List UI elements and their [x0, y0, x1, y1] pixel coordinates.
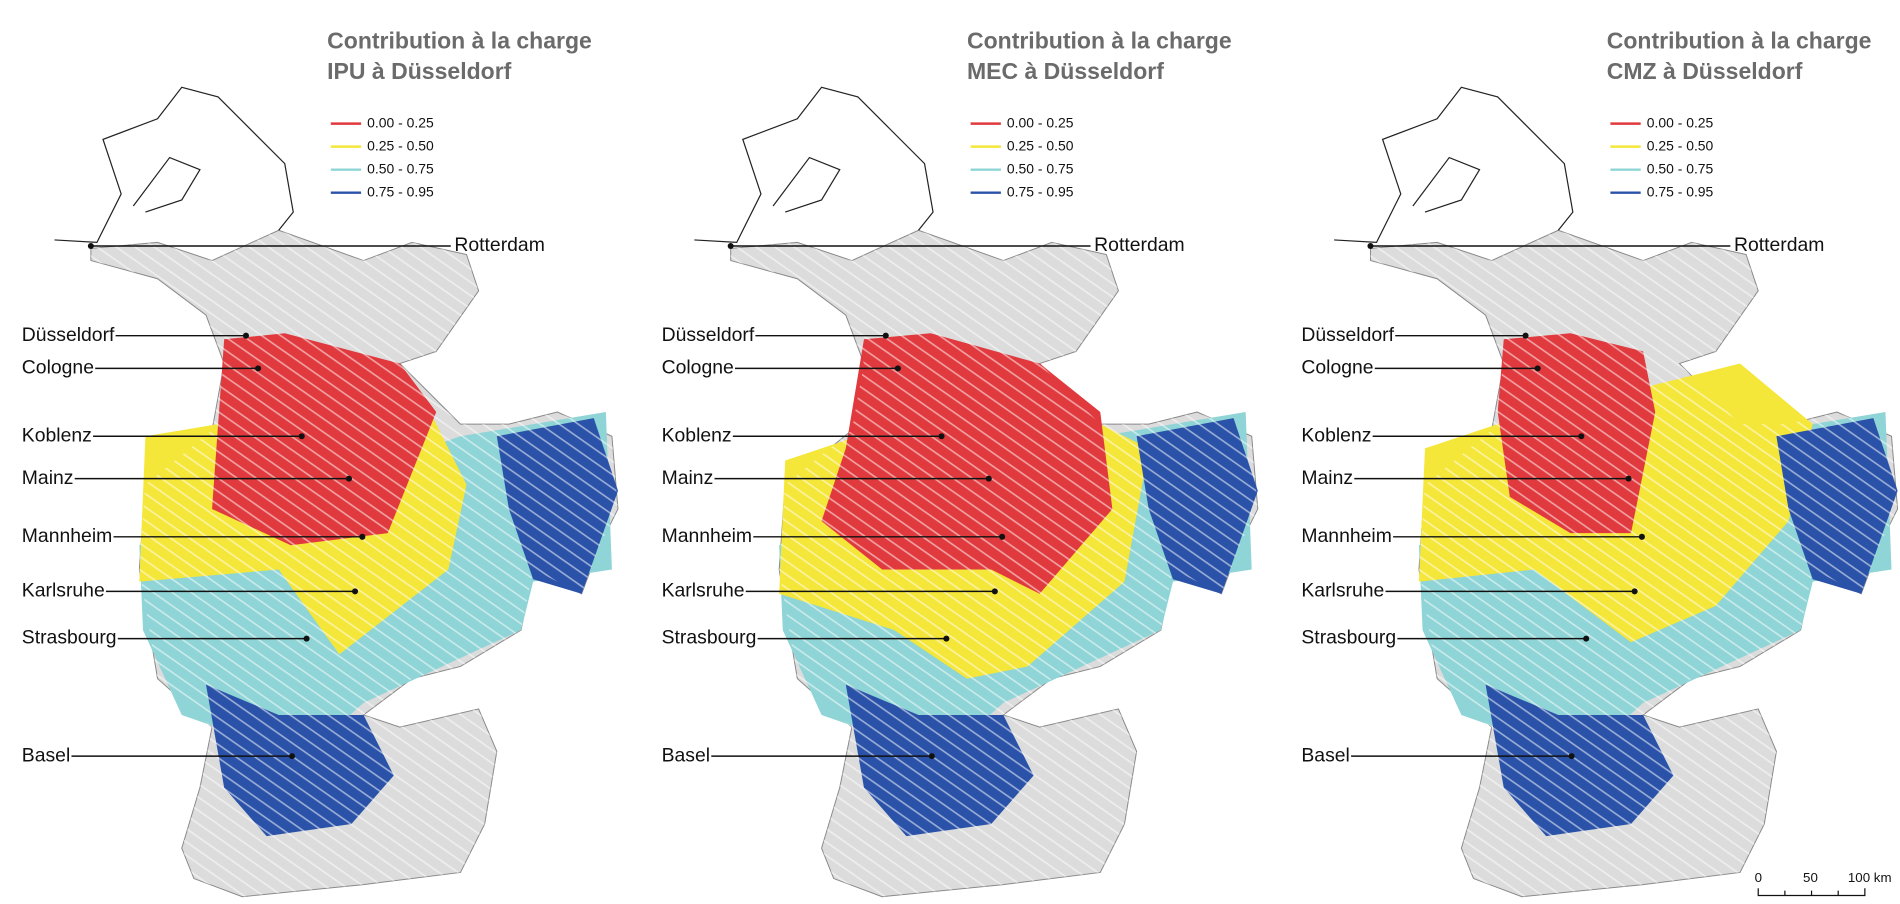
coastline [54, 86, 294, 243]
city-label: Karlsruhe [662, 579, 745, 601]
map-panel: Contribution à la charge MEC à Düsseldorf… [662, 28, 1259, 898]
panel-title: CMZ à Düsseldorf [1607, 58, 1803, 84]
map-panel: Contribution à la charge IPU à Düsseldorf… [22, 28, 619, 898]
city-label: Koblenz [662, 424, 732, 446]
scale-label: 0 [1755, 870, 1762, 885]
city-label: Basel [22, 744, 70, 766]
city-dot [303, 635, 310, 642]
city-dot [255, 365, 262, 372]
city-label: Koblenz [22, 424, 92, 446]
city-dot [288, 753, 296, 760]
city-label: Koblenz [1301, 424, 1371, 446]
legend-label: 0.00 - 0.25 [367, 114, 434, 130]
panel-title: Contribution à la charge [1607, 28, 1872, 54]
city-dot [1638, 533, 1645, 540]
coastline [1334, 86, 1574, 243]
city-dot [1522, 332, 1529, 339]
panel-title: IPU à Düsseldorf [327, 58, 512, 84]
legend-label: 0.50 - 0.75 [1647, 160, 1714, 176]
city-dot [727, 242, 734, 250]
city-dot [359, 533, 366, 540]
city-label: Strasbourg [662, 627, 757, 649]
city-label: Mainz [662, 467, 714, 489]
scale-bar: 0 50 100 km [1755, 870, 1892, 897]
city-label: Basel [662, 744, 710, 766]
city-label: Strasbourg [1301, 627, 1396, 649]
legend-label: 0.25 - 0.50 [1007, 137, 1074, 153]
legend-label: 0.75 - 0.95 [367, 183, 434, 199]
legend-label: 0.25 - 0.50 [367, 137, 434, 153]
stream-texture [730, 230, 1258, 897]
coastline [694, 86, 934, 243]
legend-label: 0.50 - 0.75 [367, 160, 434, 176]
city-label: Mannheim [1301, 525, 1391, 547]
city-dot [928, 753, 935, 760]
city-dot [985, 475, 992, 482]
city-dot [1367, 242, 1374, 250]
city-dot [943, 635, 950, 642]
legend-label: 0.75 - 0.95 [1007, 183, 1074, 199]
map-panel: Contribution à la charge CMZ à Düsseldorf… [1301, 28, 1899, 898]
city-dot [1631, 588, 1638, 595]
city-label: Strasbourg [22, 627, 117, 649]
city-dot [352, 588, 359, 595]
city-label: Düsseldorf [662, 324, 755, 346]
stream-texture [1370, 230, 1898, 897]
city-dot [999, 533, 1006, 540]
legend-label: 0.00 - 0.25 [1647, 114, 1714, 130]
panel-title: Contribution à la charge [327, 28, 592, 54]
scale-label: 100 km [1848, 870, 1892, 885]
city-label: Düsseldorf [22, 324, 115, 346]
stream-texture [90, 230, 618, 897]
city-dot [1625, 475, 1632, 482]
delta-outline [132, 156, 201, 213]
city-label: Mainz [1301, 467, 1353, 489]
panel-title: MEC à Düsseldorf [967, 58, 1164, 84]
city-dot [298, 433, 305, 440]
city-label: Rotterdam [1094, 234, 1184, 256]
city-label: Rotterdam [1734, 234, 1824, 256]
scale-label: 50 [1803, 870, 1818, 885]
delta-outline [772, 156, 841, 213]
city-dot [938, 433, 945, 440]
city-label: Cologne [662, 357, 734, 379]
legend-label: 0.00 - 0.25 [1007, 114, 1074, 130]
city-label: Düsseldorf [1301, 324, 1394, 346]
city-label: Cologne [1301, 357, 1373, 379]
legend-label: 0.25 - 0.50 [1647, 137, 1714, 153]
legend-label: 0.50 - 0.75 [1007, 160, 1074, 176]
city-label: Mainz [22, 467, 74, 489]
city-dot [1578, 433, 1585, 440]
panel-title: Contribution à la charge [967, 28, 1232, 54]
legend-label: 0.75 - 0.95 [1647, 183, 1714, 199]
city-dot [894, 365, 901, 372]
city-label: Karlsruhe [1301, 579, 1384, 601]
city-dot [242, 332, 250, 339]
delta-outline [1412, 156, 1481, 213]
city-dot [87, 242, 94, 250]
city-dot [345, 475, 353, 482]
city-label: Rotterdam [454, 234, 544, 256]
city-label: Mannheim [22, 525, 112, 547]
city-dot [1568, 753, 1575, 760]
city-dot [1583, 635, 1590, 642]
city-label: Basel [1301, 744, 1349, 766]
city-dot [882, 332, 889, 339]
city-label: Cologne [22, 357, 94, 379]
city-dot [991, 588, 998, 595]
city-dot [1534, 365, 1541, 372]
city-label: Karlsruhe [22, 579, 105, 601]
city-label: Mannheim [662, 525, 752, 547]
